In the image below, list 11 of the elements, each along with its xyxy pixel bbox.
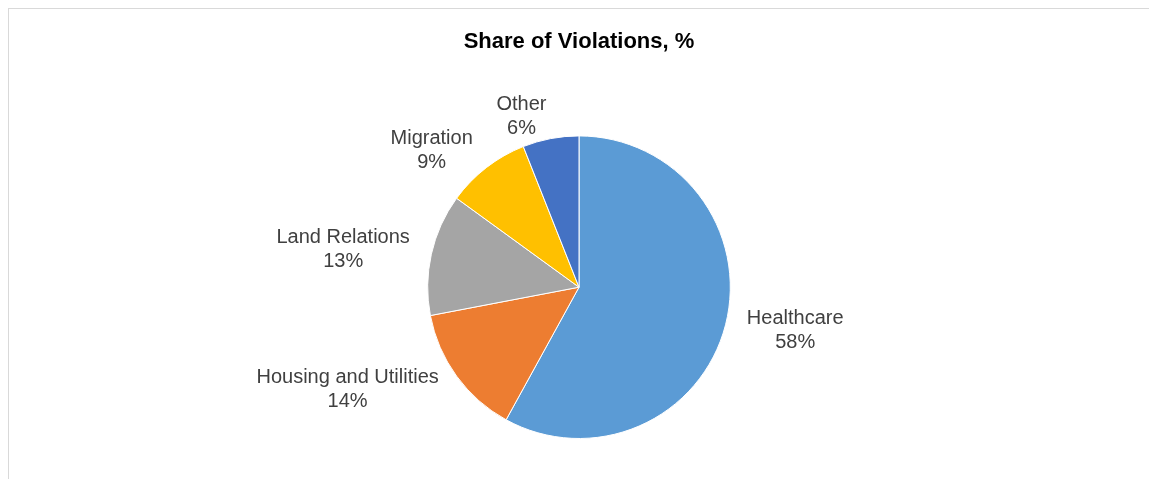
data-label: 6% <box>507 116 537 139</box>
slice-label: Healthcare <box>746 305 844 328</box>
data-label: 13% <box>323 248 364 271</box>
slice-label: Other <box>496 92 547 115</box>
data-label: 14% <box>327 388 368 411</box>
slice-label: Migration <box>390 125 473 148</box>
slice-label: Housing and Utilities <box>256 364 439 387</box>
data-label: 58% <box>775 329 816 352</box>
chart-title: Share of Violations, % <box>463 28 695 54</box>
slice-label: Land Relations <box>276 224 410 247</box>
data-label: 9% <box>417 149 447 172</box>
